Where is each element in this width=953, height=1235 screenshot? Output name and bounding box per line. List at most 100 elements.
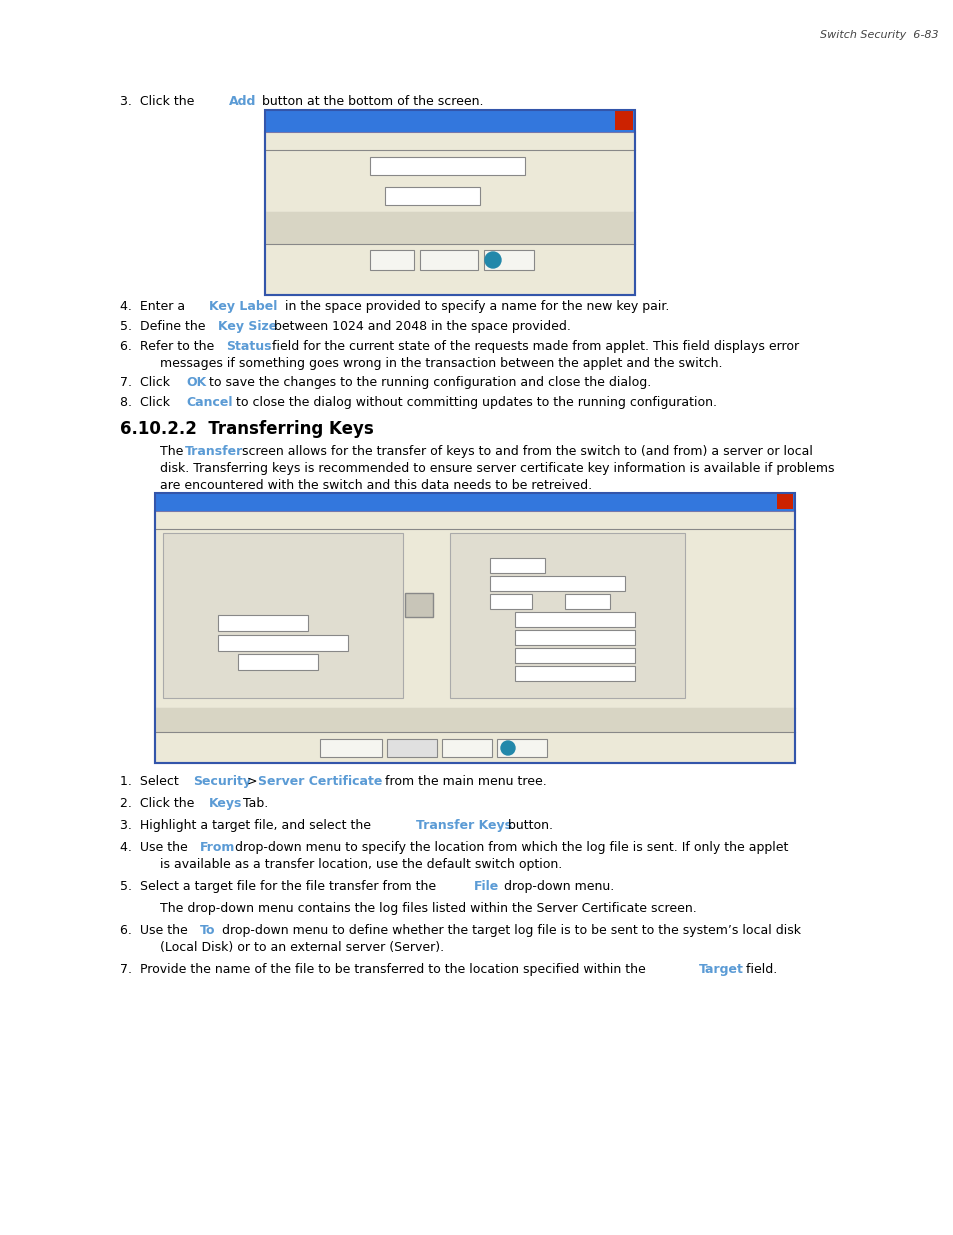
Text: The drop-down menu contains the log files listed within the Server Certificate s: The drop-down menu contains the log file… xyxy=(160,902,696,915)
Text: The: The xyxy=(160,445,187,458)
Bar xyxy=(483,249,534,270)
Text: 5.  Define the: 5. Define the xyxy=(120,320,210,333)
Bar xyxy=(405,593,433,618)
Text: 21: 21 xyxy=(593,597,604,605)
Bar xyxy=(615,111,633,130)
Text: Close: Close xyxy=(453,741,481,751)
Text: 157 . 235 . 12 . 21: 157 . 235 . 12 . 21 xyxy=(517,614,600,622)
Text: Add Key: Add Key xyxy=(273,136,327,149)
Text: drop-down menu.: drop-down menu. xyxy=(499,881,614,893)
Text: Security: Security xyxy=(193,776,251,788)
Text: username: username xyxy=(517,632,562,641)
Text: Cancel: Cancel xyxy=(186,396,233,409)
Bar xyxy=(490,576,624,592)
Text: to save the changes to the running configuration and close the dialog.: to save the changes to the running confi… xyxy=(205,375,651,389)
Bar xyxy=(154,511,794,763)
Text: Help: Help xyxy=(504,252,530,262)
Text: OK: OK xyxy=(384,252,399,262)
Bar xyxy=(497,739,546,757)
Text: From: From xyxy=(200,841,235,853)
Bar xyxy=(163,534,402,698)
Text: (1024 - 2048): (1024 - 2048) xyxy=(486,189,558,199)
Text: disk. Transferring keys is recommended to ensure server certificate key informat: disk. Transferring keys is recommended t… xyxy=(160,462,834,475)
Text: default_ssh_rsa_key: default_ssh_rsa_key xyxy=(493,578,583,587)
Text: drop-down menu to specify the location from which the log file is sent. If only : drop-down menu to specify the location f… xyxy=(231,841,787,853)
Text: field.: field. xyxy=(741,963,777,976)
Text: /certh: /certh xyxy=(517,668,544,677)
Text: Transfer: Transfer xyxy=(330,741,372,751)
Bar xyxy=(154,493,794,763)
Text: screen allows for the transfer of keys to and from the switch to (and from) a se: screen allows for the transfer of keys t… xyxy=(237,445,812,458)
Bar xyxy=(515,613,635,627)
Bar xyxy=(490,558,544,573)
Bar xyxy=(218,615,308,631)
Text: 8.  Click: 8. Click xyxy=(120,396,173,409)
Bar xyxy=(154,708,794,732)
Text: From: From xyxy=(168,618,192,629)
Bar xyxy=(515,666,635,680)
Text: File: File xyxy=(455,579,471,589)
Text: ▼: ▼ xyxy=(303,618,308,622)
Text: User ID: User ID xyxy=(455,634,491,643)
Text: Path: Path xyxy=(455,669,476,679)
Text: Switch Security  6-83: Switch Security 6-83 xyxy=(820,30,938,40)
Bar xyxy=(441,739,492,757)
Text: Key Label: Key Label xyxy=(209,300,277,312)
Text: (Local Disk) or to an external server (Server).: (Local Disk) or to an external server (S… xyxy=(160,941,444,953)
Text: Using: Using xyxy=(455,597,482,606)
Text: To: To xyxy=(455,561,465,571)
Bar xyxy=(515,648,635,663)
Text: Keys: Keys xyxy=(209,797,242,810)
Text: Wireless Switch: Wireless Switch xyxy=(221,618,292,626)
Text: 6.  Refer to the: 6. Refer to the xyxy=(120,340,218,353)
Text: 4.  Use the: 4. Use the xyxy=(120,841,192,853)
Text: Security > Server Certificates > Transfer Keys: Security > Server Certificates > Transfe… xyxy=(161,495,385,505)
Text: Transfer Keys: Transfer Keys xyxy=(416,819,512,832)
Bar xyxy=(218,635,348,651)
Text: 6.  Use the: 6. Use the xyxy=(120,924,192,937)
Circle shape xyxy=(500,741,515,755)
Bar xyxy=(154,493,794,511)
Bar xyxy=(450,534,684,698)
Bar xyxy=(265,110,635,132)
Text: Cancel: Cancel xyxy=(430,252,468,262)
Text: Add: Add xyxy=(229,95,256,107)
Text: >: > xyxy=(243,776,261,788)
Text: Port: Port xyxy=(539,597,558,606)
Circle shape xyxy=(484,252,500,268)
Text: **********: ********** xyxy=(517,650,562,659)
Text: 6.10.2.2  Transferring Keys: 6.10.2.2 Transferring Keys xyxy=(120,420,374,438)
Text: Status: Status xyxy=(163,711,194,721)
Text: ▼: ▼ xyxy=(537,559,543,566)
Text: File: File xyxy=(474,881,498,893)
Text: 7.  Provide the name of the file to be transferred to the location specified wit: 7. Provide the name of the file to be tr… xyxy=(120,963,649,976)
Bar xyxy=(515,630,635,645)
Text: Password: Password xyxy=(455,651,500,661)
Text: 2.  Click the: 2. Click the xyxy=(120,797,198,810)
Bar xyxy=(564,594,609,609)
Text: Key Size: Key Size xyxy=(218,320,277,333)
Text: Pass phrase: Pass phrase xyxy=(168,657,227,667)
Text: 3.  Click the: 3. Click the xyxy=(120,95,198,107)
Bar xyxy=(419,249,477,270)
Text: Security > Server Certificates > Add Key: Security > Server Certificates > Add Key xyxy=(273,112,486,124)
Text: ⇔: ⇔ xyxy=(413,597,425,613)
Text: Target: Target xyxy=(699,963,743,976)
Text: Key Size (Bytes): Key Size (Bytes) xyxy=(280,190,370,200)
Text: Tab.: Tab. xyxy=(239,797,268,810)
Text: 1024: 1024 xyxy=(446,189,473,199)
Text: button at the bottom of the screen.: button at the bottom of the screen. xyxy=(257,95,483,107)
Text: X: X xyxy=(781,495,788,504)
Text: ?: ? xyxy=(490,254,495,263)
Text: Server Certificate: Server Certificate xyxy=(257,776,382,788)
Text: Key Name: Key Name xyxy=(280,161,336,170)
Bar xyxy=(237,655,317,671)
Bar xyxy=(370,249,414,270)
Text: Target: Target xyxy=(455,537,485,547)
Bar xyxy=(387,739,436,757)
Text: 7.  Click: 7. Click xyxy=(120,375,173,389)
Text: are encountered with the switch and this data needs to be retreived.: are encountered with the switch and this… xyxy=(160,479,592,492)
Text: Transfer Keys: Transfer Keys xyxy=(163,515,248,525)
Bar xyxy=(776,494,792,509)
Text: in the space provided to specify a name for the new key pair.: in the space provided to specify a name … xyxy=(281,300,669,312)
